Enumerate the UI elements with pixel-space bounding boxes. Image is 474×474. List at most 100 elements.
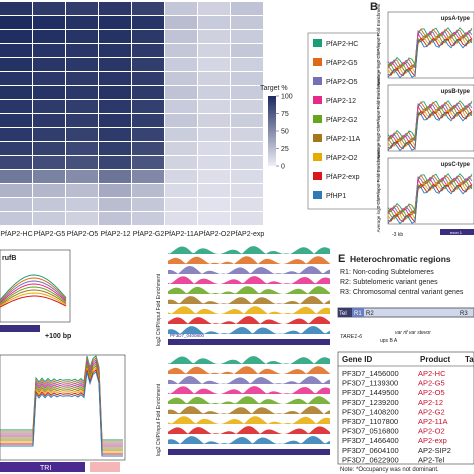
heatmap-cell (165, 142, 197, 155)
track (168, 376, 330, 384)
track (168, 316, 330, 324)
diagram-label: Tel (339, 311, 347, 317)
track (168, 276, 330, 284)
panel-label: B (370, 1, 378, 13)
gene-id: PF3D7_0622900 (342, 455, 399, 464)
heatmap-cell (0, 170, 32, 183)
track (168, 296, 330, 304)
heatmap-cell (99, 58, 131, 71)
heatmap-cell (66, 128, 98, 141)
heatmap-cell (231, 170, 263, 183)
colorbar (268, 96, 276, 166)
heatmap-cell (132, 128, 164, 141)
track (168, 426, 330, 434)
heatmap-cell (132, 58, 164, 71)
heatmap-cell (165, 114, 197, 127)
track (168, 356, 330, 364)
y-axis-label: log2 ChIP/input Fold Enrichment (156, 273, 162, 346)
heatmap-cell (0, 86, 32, 99)
curve (387, 39, 473, 79)
heatmap-cell (33, 142, 65, 155)
heatmap-cell (231, 30, 263, 43)
heatmap-cell (165, 212, 197, 225)
heatmap-cell (132, 184, 164, 197)
track (168, 286, 330, 294)
heatmap-cell (99, 156, 131, 169)
curve (0, 283, 67, 304)
table-frame (337, 351, 474, 465)
heatmap-cell (66, 142, 98, 155)
product: AP2-HC (418, 369, 446, 378)
gene-bar (90, 462, 120, 472)
heatmap-cell (165, 156, 197, 169)
heatmap-cell (99, 212, 131, 225)
legend-swatch (313, 77, 322, 85)
heatmap-cell (66, 58, 98, 71)
legend-label: PfAP2-HC (326, 41, 358, 48)
heatmap-cell (165, 86, 197, 99)
gene-id: PF3D7_1107800 (342, 417, 398, 426)
heatmap-cell (99, 72, 131, 85)
plot-title: upsC-type (441, 162, 471, 168)
heatmap-cell (132, 72, 164, 85)
column-label: PfAP2-exp (231, 231, 265, 238)
offset-label: +100 bp (45, 333, 71, 340)
heatmap-cell (165, 170, 197, 183)
heatmap-cell (99, 44, 131, 57)
curve (0, 274, 67, 301)
gene-id: PF3D7_1239200 (342, 398, 399, 407)
curve (0, 360, 123, 447)
track (168, 366, 330, 374)
gene-id: PF3D7_1449500 (342, 388, 399, 397)
heatmap-cell (33, 156, 65, 169)
x-end-label: exon 1 (450, 230, 463, 235)
curve (0, 364, 123, 451)
legend-swatch (313, 39, 322, 47)
legend-swatch (313, 153, 322, 161)
gene-id: PF3D7_0516800 (342, 427, 399, 436)
colorbar-tick-label: 75 (281, 111, 289, 118)
curve (387, 30, 473, 70)
curve (387, 185, 473, 225)
table-header: Product (420, 355, 451, 364)
heatmap-cell (132, 156, 164, 169)
heatmap-cell (231, 72, 263, 85)
heatmap-cell (198, 86, 230, 99)
heatmap-cell (231, 114, 263, 127)
diagram-label: var rif var stevor (395, 330, 431, 336)
track (168, 436, 330, 444)
heatmap-cell (198, 2, 230, 15)
heatmap-cell (66, 2, 98, 15)
product: AP2-Tel (418, 455, 445, 464)
legend-swatch (313, 134, 322, 142)
heatmap-cell (33, 58, 65, 71)
gene-track (168, 449, 330, 455)
product: AP2-O2 (418, 427, 445, 436)
region-label: R2: Subtelomeric variant genes (340, 279, 438, 286)
legend-label: PfAP2-O5 (326, 79, 358, 86)
gene-bar (0, 462, 85, 472)
product: AP2-12 (418, 398, 443, 407)
curve (0, 354, 123, 441)
heatmap-cell (0, 2, 32, 15)
column-label: PfAP2-G5 (34, 231, 66, 238)
heatmap-cell (66, 170, 98, 183)
exon-bar (440, 229, 474, 235)
heatmap-cell (66, 100, 98, 113)
heatmap-cell (132, 86, 164, 99)
heatmap-cell (66, 114, 98, 127)
heatmap-cell (231, 58, 263, 71)
heatmap-cell (66, 86, 98, 99)
heatmap-cell (0, 212, 32, 225)
product: AP2-G2 (418, 407, 445, 416)
curve (387, 103, 473, 143)
heatmap-cell (0, 72, 32, 85)
heatmap-cell (99, 100, 131, 113)
heatmap-cell (165, 128, 197, 141)
heatmap-cell (132, 30, 164, 43)
heatmap-cell (99, 142, 131, 155)
colorbar-title: Target % (260, 85, 288, 92)
heatmap-cell (132, 114, 164, 127)
r1 (352, 308, 364, 317)
curve (0, 358, 123, 445)
